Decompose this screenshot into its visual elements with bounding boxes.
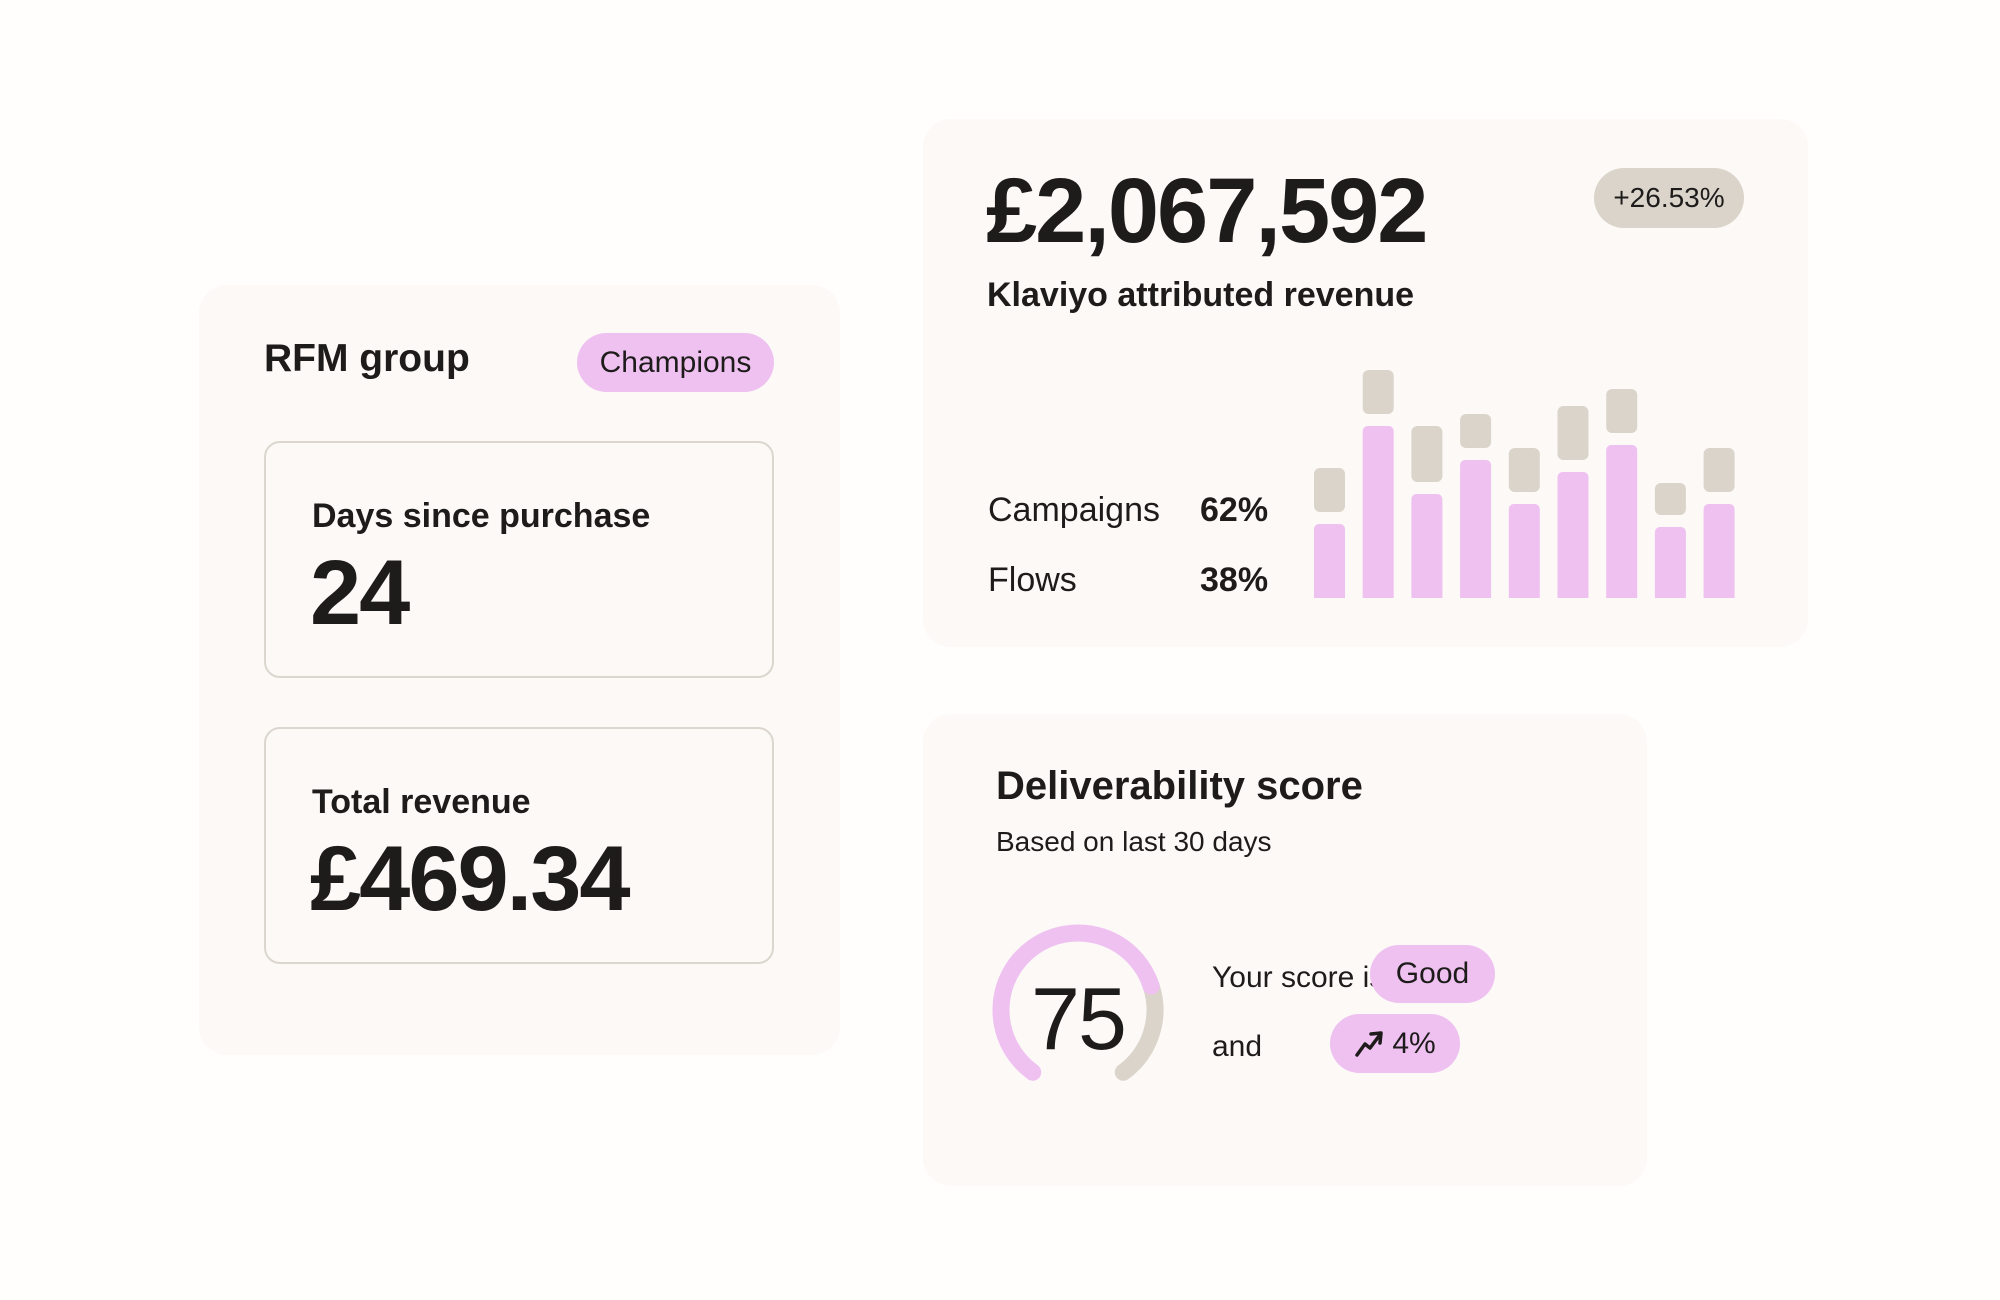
trend-badge: 4%: [1330, 1014, 1460, 1073]
bar-campaigns: [1362, 426, 1394, 604]
gauge-track: [1114, 977, 1164, 1081]
total-revenue-box: Total revenue £469.34: [264, 727, 774, 964]
bar-campaigns: [1411, 494, 1443, 604]
rfm-title: RFM group: [264, 337, 470, 380]
bar-campaigns: [1557, 472, 1589, 604]
bar-campaigns: [1460, 460, 1492, 604]
bar-flows: [1314, 468, 1345, 512]
gauge-fill: [992, 924, 1160, 1081]
bar-campaigns: [1314, 524, 1345, 604]
bar-campaigns: [1508, 504, 1540, 604]
bar-flows: [1460, 414, 1492, 448]
rfm-badge: Champions: [577, 333, 774, 392]
bar-campaigns: [1703, 504, 1735, 604]
revenue-amount: £2,067,592: [986, 160, 1428, 262]
bar-flows: [1508, 448, 1540, 492]
flows-value: 38%: [1200, 561, 1269, 599]
score-gauge: [992, 924, 1164, 1081]
trend-value: 4%: [1392, 1026, 1436, 1060]
days-label: Days since purchase: [312, 497, 651, 535]
campaigns-value: 62%: [1200, 491, 1269, 529]
revenue-bar-chart: [1300, 370, 1760, 610]
flows-label: Flows: [988, 561, 1077, 599]
score-value: 75: [1031, 969, 1127, 1068]
bar-flows: [1703, 448, 1735, 492]
bar-flows: [1362, 370, 1394, 414]
days-since-purchase-box: Days since purchase 24: [264, 441, 774, 678]
revenue-label: Total revenue: [312, 783, 531, 821]
campaigns-label: Campaigns: [988, 491, 1160, 529]
revenue-label: Klaviyo attributed revenue: [987, 276, 1415, 314]
rfm-card: RFM group Champions Days since purchase …: [199, 285, 840, 1055]
score-text: Your score is: [1212, 961, 1385, 994]
bar-flows: [1411, 426, 1443, 482]
bar-campaigns: [1654, 527, 1686, 604]
days-value: 24: [310, 542, 410, 644]
deliverability-subtitle: Based on last 30 days: [996, 826, 1272, 857]
bar-flows: [1557, 406, 1589, 460]
bar-flows: [1654, 483, 1686, 515]
bar-flows: [1606, 389, 1638, 433]
revenue-change-badge: +26.53%: [1594, 168, 1744, 228]
trending-up-icon: [1355, 1030, 1384, 1057]
bar-campaigns: [1606, 445, 1638, 604]
deliverability-title: Deliverability score: [996, 764, 1363, 808]
and-text: and: [1212, 1030, 1263, 1063]
revenue-value: £469.34: [310, 828, 631, 930]
rating-badge: Good: [1370, 945, 1495, 1003]
